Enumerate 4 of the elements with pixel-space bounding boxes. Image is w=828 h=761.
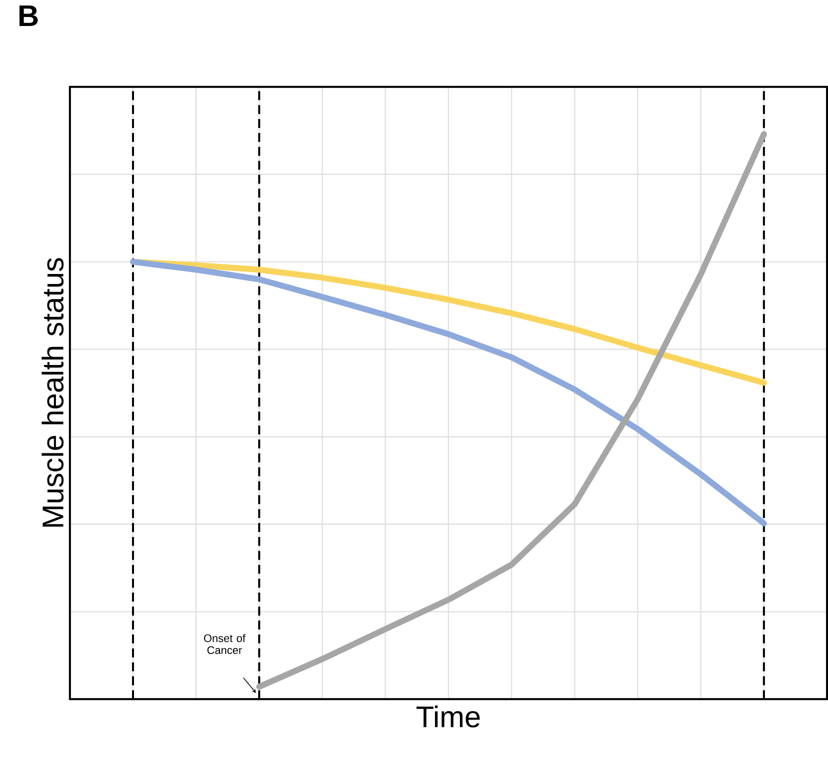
x-axis-title: Time [416, 705, 480, 728]
y-axis-title: Muscle health status [42, 258, 64, 527]
annotation: Onset of Cancer [204, 634, 246, 654]
chart-title: B [20, 5, 38, 26]
